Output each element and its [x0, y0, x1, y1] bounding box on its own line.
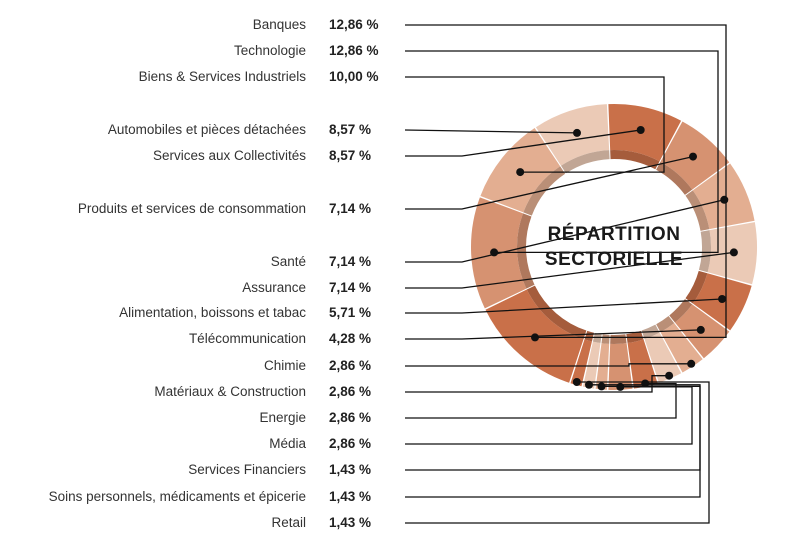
legend-value-0: 12,86 % [329, 17, 379, 32]
leader-line-13 [405, 386, 693, 445]
slice-inner-4 [610, 150, 660, 170]
leader-dot-3 [573, 128, 581, 137]
leader-dot-6 [720, 195, 729, 204]
leader-dot-11 [665, 371, 674, 380]
donut-slices [471, 104, 757, 390]
legend-label-9: Télécommunication [189, 331, 306, 346]
slice-3 [535, 104, 610, 166]
legend-label-5: Produits et services de consommation [78, 201, 306, 216]
leader-line-12 [405, 382, 677, 419]
slice-inner-1 [517, 213, 535, 289]
legend-label-3: Automobiles et pièces détachées [108, 122, 306, 137]
slice-inner-0 [526, 285, 587, 340]
legend-value-5: 7,14 % [329, 201, 371, 216]
leader-line-7 [405, 251, 734, 289]
slice-inner-7 [698, 230, 711, 273]
legend-value-14: 1,43 % [329, 462, 371, 477]
leader-line-10 [405, 363, 692, 367]
leader-dot-14 [597, 382, 606, 391]
slice-16 [570, 339, 592, 387]
legend-label-7: Assurance [242, 280, 306, 295]
legend-value-13: 2,86 % [329, 436, 371, 451]
center-title: RÉPARTITION SECTORIELLE [545, 223, 683, 270]
leader-line-4 [405, 129, 641, 157]
slice-15 [582, 341, 601, 389]
legend-label-8: Alimentation, boissons et tabac [119, 305, 306, 320]
slice-inner-13 [610, 334, 627, 344]
leader-line-0 [405, 24, 727, 339]
legend-value-1: 12,86 % [329, 43, 379, 58]
legend-label-6: Santé [271, 254, 306, 269]
leader-dot-2 [516, 168, 525, 177]
leader-line-16 [405, 381, 710, 524]
leader-line-6 [405, 199, 725, 263]
leader-line-15 [405, 384, 701, 498]
legend-label-16: Retail [271, 515, 306, 530]
slice-inner-3 [561, 150, 610, 174]
leader-line-1 [405, 50, 719, 254]
leader-dot-7 [729, 248, 738, 257]
legend-value-15: 1,43 % [329, 489, 371, 504]
slice-11 [644, 332, 682, 383]
slice-inner-14 [601, 334, 610, 344]
legend-value-12: 2,86 % [329, 410, 371, 425]
legend-value-2: 10,00 % [329, 69, 379, 84]
leader-dot-10 [687, 359, 696, 368]
legend-value-10: 2,86 % [329, 358, 371, 373]
legend-label-11: Matériaux & Construction [154, 384, 306, 399]
slice-inner-10 [656, 316, 675, 333]
legend-value-6: 7,14 % [329, 254, 371, 269]
legend-label-14: Services Financiers [188, 462, 306, 477]
center-title-line-1: RÉPARTITION [548, 223, 681, 245]
legend-value-8: 5,71 % [329, 305, 371, 320]
legend-label-12: Energie [259, 410, 306, 425]
slice-inner-6 [685, 190, 710, 231]
leader-dot-15 [585, 380, 593, 389]
legend-label-1: Technologie [234, 43, 306, 58]
legend-value-11: 2,86 % [329, 384, 371, 399]
leader-line-3 [404, 129, 578, 134]
center-title-line-2: SECTORIELLE [545, 249, 683, 270]
legend-label-15: Soins personnels, médicaments et épiceri… [49, 489, 306, 504]
leader-line-14 [405, 385, 701, 471]
leader-line-9 [405, 329, 701, 340]
legend-label-0: Banques [253, 17, 307, 32]
legend-label-10: Chimie [264, 358, 306, 373]
leader-lines [404, 24, 738, 524]
legend-label-2: Biens & Services Industriels [139, 69, 307, 84]
legend-value-3: 8,57 % [329, 122, 371, 137]
slice-inner-9 [669, 299, 693, 323]
legend-value-9: 4,28 % [329, 331, 371, 346]
slice-4 [608, 104, 682, 162]
legend-label-4: Services aux Collectivités [153, 148, 306, 163]
legend-value-16: 1,43 % [329, 515, 371, 530]
slice-inner-5 [656, 161, 693, 195]
leader-line-2 [405, 76, 665, 173]
legend-value-4: 8,57 % [329, 148, 371, 163]
leader-line-8 [405, 298, 723, 314]
legend-labels: Banques 12,86 % Technologie 12,86 % Biens & … [49, 17, 379, 530]
leader-line-5 [405, 155, 694, 210]
legend-label-13: Média [269, 436, 306, 451]
slice-inner-8 [685, 270, 708, 304]
leader-dot-16 [572, 378, 581, 386]
leader-dot-9 [696, 325, 705, 334]
leader-dot-4 [636, 126, 645, 134]
leader-dot-5 [689, 152, 697, 161]
leader-dot-0 [531, 333, 539, 342]
leader-dot-8 [718, 295, 727, 303]
legend-value-7: 7,14 % [329, 280, 371, 295]
